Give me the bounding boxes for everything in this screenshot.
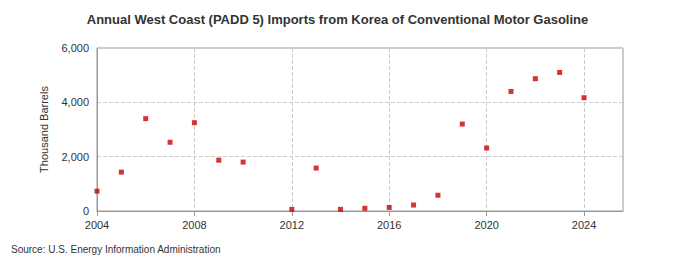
- svg-text:Source: U.S. Energy Informatio: Source: U.S. Energy Information Administ…: [11, 244, 221, 255]
- svg-text:2,000: 2,000: [61, 151, 89, 163]
- svg-text:2024: 2024: [572, 219, 596, 231]
- svg-text:4,000: 4,000: [61, 96, 89, 108]
- svg-text:2008: 2008: [182, 219, 206, 231]
- svg-text:2016: 2016: [377, 219, 401, 231]
- svg-text:2012: 2012: [280, 219, 304, 231]
- svg-text:2004: 2004: [85, 219, 109, 231]
- svg-text:2020: 2020: [474, 219, 498, 231]
- svg-text:0: 0: [83, 205, 89, 217]
- svg-text:Thousand Barrels: Thousand Barrels: [38, 86, 50, 173]
- svg-text:6,000: 6,000: [61, 42, 89, 54]
- svg-text:Annual West Coast (PADD 5) Imp: Annual West Coast (PADD 5) Imports from …: [87, 12, 589, 27]
